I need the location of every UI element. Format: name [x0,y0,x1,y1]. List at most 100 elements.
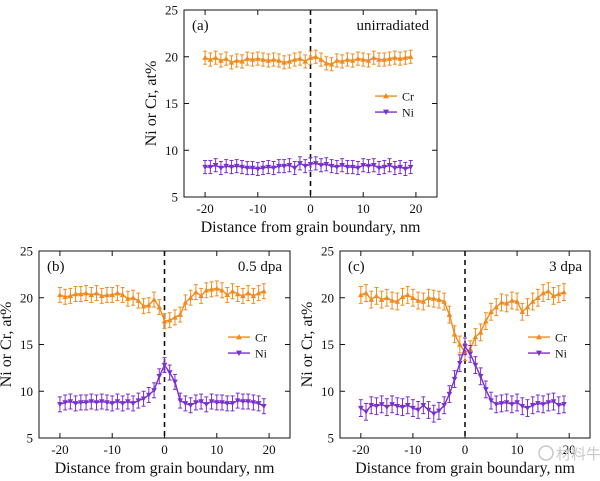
data-point-cr [397,55,403,61]
data-point-ni [177,398,183,404]
data-point-ni [339,162,345,169]
data-point-cr [245,290,251,296]
x-tick-label: -10 [249,201,266,216]
x-tick-label: -20 [196,201,213,216]
data-point-cr [415,297,421,303]
x-tick-label: 10 [511,442,524,457]
data-point-ni [436,408,442,414]
data-point-cr [394,298,401,304]
series-ni [202,156,414,176]
data-point-cr [378,296,385,302]
data-point-ni [193,400,199,406]
data-point-cr [109,292,116,298]
data-point-ni [270,165,277,171]
y-axis-label: Ni or Cr, at% [299,302,316,388]
data-point-ni [441,403,447,409]
data-point-cr [368,296,375,302]
data-point-cr [161,318,168,324]
data-point-cr [407,53,414,59]
data-point-cr [140,303,147,309]
panel-annotation: unirradiated [357,18,430,34]
data-point-cr [420,298,427,304]
data-point-cr [349,57,356,63]
data-point-ni [202,164,208,170]
data-point-cr [83,290,89,296]
data-point-ni [355,165,361,171]
data-point-cr [98,293,105,299]
data-point-ni [276,163,282,169]
data-point-ni [291,165,298,171]
data-point-cr [540,290,546,296]
data-point-cr [254,55,261,61]
x-tick-label: -20 [51,442,68,457]
data-point-cr [218,57,224,63]
data-point-ni [358,405,364,411]
data-point-cr [240,293,246,299]
data-point-cr [212,54,219,60]
series-line-ni [360,344,565,415]
data-point-cr [360,56,367,62]
y-tick-label: 25 [165,3,178,18]
data-point-cr [281,59,287,65]
data-point-ni [477,374,484,380]
data-point-ni [524,405,531,411]
data-point-cr [441,298,447,304]
data-point-cr [363,290,369,296]
data-point-ni [555,403,562,409]
data-point-cr [203,287,210,293]
x-axis-label: Distance from grain boundary, nm [355,460,575,477]
y-tick-label: 25 [321,244,334,259]
series-line-ni [59,363,265,407]
legend-label-cr: Cr [555,331,567,345]
data-point-ni [349,164,356,170]
y-tick-label: 15 [321,337,334,352]
data-point-cr [555,291,562,297]
x-tick-label: 20 [563,442,576,457]
data-point-ni [410,405,416,411]
data-point-cr [202,54,208,60]
data-point-cr [62,294,68,300]
data-point-cr [198,293,204,299]
chart-panel-a: 5 10 15 20 25 -20 -10 0 10 20 Cr Ni (a) unirradiated D… [143,3,438,236]
data-point-ni [67,399,74,405]
legend-marker-cr [236,334,242,340]
data-point-ni [344,164,351,170]
legend-label-cr: Cr [402,90,414,104]
data-point-cr [193,289,199,295]
data-point-ni [415,407,421,413]
data-point-ni [472,362,479,368]
data-point-ni [249,165,256,171]
data-point-cr [172,314,178,320]
data-point-ni [62,400,68,406]
data-point-ni [261,403,267,410]
chart-panel-c: 5 10 15 20 25 -20 -10 0 10 20 Cr Ni (c) 3 dpa Distance… [299,244,591,477]
data-point-ni [493,402,500,408]
data-point-cr [249,56,256,62]
y-tick-label: 10 [321,384,334,399]
y-tick-label: 5 [27,431,34,446]
y-tick-label: 20 [165,49,178,64]
data-point-ni [172,379,178,385]
data-point-ni [373,403,380,410]
data-point-cr [224,292,231,298]
data-point-cr [312,53,319,59]
data-point-ni [83,400,89,406]
data-point-cr [151,296,157,302]
data-point-ni [402,166,409,172]
data-point-cr [234,291,241,297]
data-point-ni [166,370,173,376]
data-point-ni [228,164,235,170]
data-point-cr [125,295,131,301]
watermark-text: 材料牛 [556,445,600,463]
data-point-cr [276,57,282,63]
data-point-cr [260,56,266,62]
x-tick-label: 0 [462,442,469,457]
data-point-ni [370,162,377,169]
y-tick-label: 20 [20,290,33,305]
series-ni [358,337,567,423]
data-point-ni [250,400,257,406]
series-line-cr [360,290,565,353]
data-point-cr [166,317,173,323]
data-point-ni [229,401,236,407]
data-point-ni [407,164,414,170]
